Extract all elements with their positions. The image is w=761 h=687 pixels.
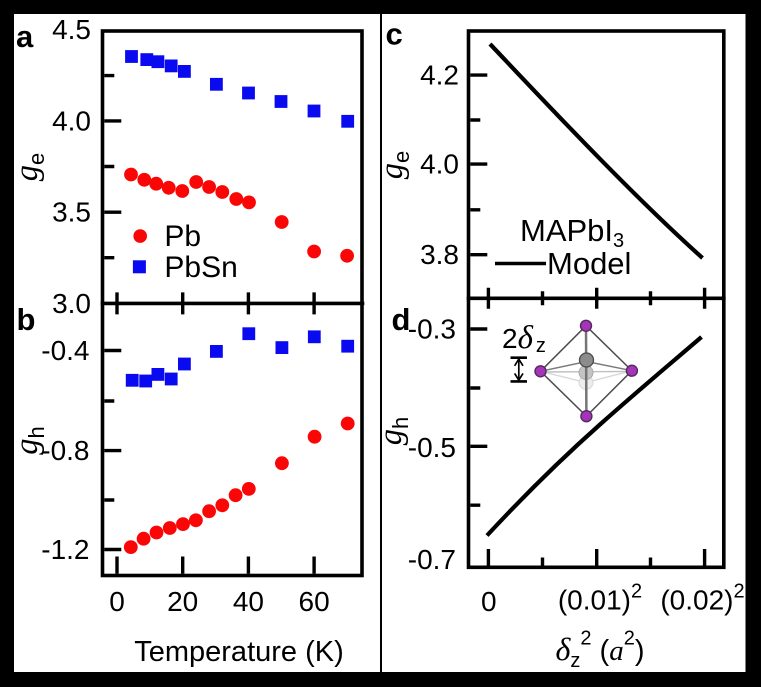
svg-text:0: 0 xyxy=(481,586,497,617)
svg-text:Temperature (K): Temperature (K) xyxy=(134,636,344,668)
svg-text:ge: ge xyxy=(374,151,414,180)
svg-text:4.0: 4.0 xyxy=(52,105,91,136)
svg-text:MAPbI3: MAPbI3 xyxy=(520,213,624,252)
svg-text:4.2: 4.2 xyxy=(420,60,459,91)
svg-text:Pb: Pb xyxy=(164,220,201,253)
svg-text:gh: gh xyxy=(9,426,49,455)
svg-text:-1.2: -1.2 xyxy=(41,534,89,565)
svg-text:-0.7: -0.7 xyxy=(408,544,456,575)
svg-text:(0.02)2: (0.02)2 xyxy=(660,581,744,616)
svg-text:40: 40 xyxy=(233,586,264,617)
svg-text:PbSn: PbSn xyxy=(164,251,237,284)
svg-text:-0.3: -0.3 xyxy=(408,314,456,345)
svg-text:δz2 (a2): δz2 (a2) xyxy=(555,628,644,673)
svg-text:3.8: 3.8 xyxy=(420,239,459,270)
svg-text:-0.4: -0.4 xyxy=(41,335,89,366)
svg-text:4.5: 4.5 xyxy=(52,14,91,45)
svg-text:60: 60 xyxy=(299,586,330,617)
svg-text:0: 0 xyxy=(109,586,125,617)
svg-text:20: 20 xyxy=(167,586,198,617)
svg-text:3.0: 3.0 xyxy=(52,288,91,319)
svg-text:(0.01)2: (0.01)2 xyxy=(558,581,642,616)
svg-text:d: d xyxy=(392,302,411,337)
svg-text:b: b xyxy=(17,302,36,337)
svg-text:a: a xyxy=(16,19,34,54)
svg-text:-0.8: -0.8 xyxy=(41,435,89,466)
svg-text:Model: Model xyxy=(547,246,631,281)
svg-text:c: c xyxy=(386,17,403,52)
svg-text:-0.5: -0.5 xyxy=(408,432,456,463)
svg-text:3.5: 3.5 xyxy=(52,197,91,228)
svg-text:4.0: 4.0 xyxy=(420,149,459,180)
svg-text:gh: gh xyxy=(373,417,413,446)
svg-text:ge: ge xyxy=(9,153,49,182)
